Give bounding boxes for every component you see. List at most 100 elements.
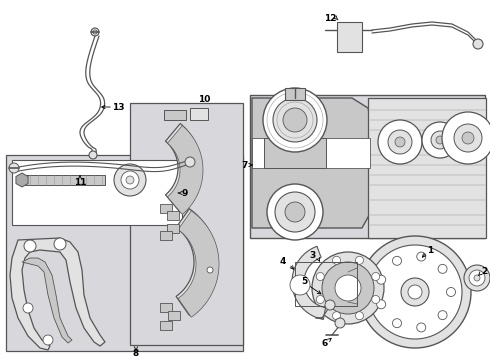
Text: 10: 10	[198, 95, 210, 104]
Polygon shape	[292, 246, 325, 319]
Circle shape	[24, 240, 36, 252]
Bar	[368, 98, 486, 238]
Circle shape	[378, 120, 422, 164]
Circle shape	[333, 312, 341, 320]
Circle shape	[312, 252, 384, 324]
Text: 5: 5	[301, 278, 307, 287]
Polygon shape	[252, 98, 372, 228]
Circle shape	[355, 312, 364, 320]
Polygon shape	[10, 238, 105, 350]
Text: 13: 13	[112, 103, 124, 112]
Circle shape	[417, 323, 426, 332]
Text: 7: 7	[242, 161, 248, 170]
Polygon shape	[252, 138, 370, 168]
Polygon shape	[168, 126, 203, 215]
Circle shape	[469, 270, 485, 286]
Polygon shape	[22, 258, 72, 343]
Circle shape	[283, 108, 307, 132]
Circle shape	[9, 163, 19, 173]
Bar	[12, 160, 182, 225]
Circle shape	[185, 157, 195, 167]
Circle shape	[438, 264, 447, 273]
Circle shape	[422, 122, 458, 158]
Bar	[190, 108, 208, 120]
Circle shape	[335, 318, 345, 328]
Polygon shape	[178, 211, 219, 317]
Text: 2: 2	[481, 266, 487, 275]
Circle shape	[325, 300, 335, 310]
Circle shape	[454, 124, 482, 152]
Bar	[164, 110, 186, 120]
Circle shape	[372, 273, 380, 280]
Circle shape	[207, 267, 213, 273]
Bar	[6, 155, 243, 351]
Bar	[337, 22, 362, 52]
Bar	[167, 211, 179, 220]
Text: 9: 9	[182, 189, 188, 198]
Text: 6: 6	[322, 339, 328, 348]
Circle shape	[114, 164, 146, 196]
Circle shape	[121, 171, 139, 189]
Bar	[160, 204, 172, 213]
Circle shape	[333, 256, 341, 264]
Text: 4: 4	[280, 256, 286, 266]
Circle shape	[275, 192, 315, 232]
Circle shape	[322, 262, 374, 314]
Text: 11: 11	[74, 177, 86, 186]
Circle shape	[91, 28, 99, 36]
Circle shape	[359, 236, 471, 348]
Circle shape	[395, 137, 405, 147]
Circle shape	[273, 98, 317, 142]
Polygon shape	[16, 173, 28, 187]
Circle shape	[263, 88, 327, 152]
Bar	[160, 231, 172, 240]
Circle shape	[368, 245, 462, 339]
Circle shape	[377, 275, 386, 284]
Circle shape	[377, 300, 386, 309]
Circle shape	[473, 39, 483, 49]
Bar	[168, 311, 180, 320]
Circle shape	[438, 311, 447, 320]
Circle shape	[408, 285, 422, 299]
Circle shape	[462, 132, 474, 144]
Circle shape	[23, 303, 33, 313]
Circle shape	[392, 256, 401, 265]
Polygon shape	[166, 123, 201, 212]
Circle shape	[267, 184, 323, 240]
Polygon shape	[176, 209, 217, 315]
Circle shape	[392, 319, 401, 328]
Text: 1: 1	[427, 246, 433, 255]
Text: 8: 8	[133, 348, 139, 357]
Circle shape	[335, 275, 361, 301]
Circle shape	[388, 130, 412, 154]
Circle shape	[43, 335, 53, 345]
Circle shape	[464, 265, 490, 291]
Polygon shape	[250, 95, 485, 238]
Circle shape	[54, 238, 66, 250]
Text: 3: 3	[309, 252, 315, 261]
Circle shape	[93, 30, 97, 34]
Circle shape	[474, 275, 480, 281]
Circle shape	[372, 296, 380, 303]
Circle shape	[290, 275, 310, 295]
Bar	[264, 138, 326, 168]
Bar	[160, 303, 172, 312]
Circle shape	[355, 256, 364, 264]
Circle shape	[126, 176, 134, 184]
Bar	[160, 321, 172, 330]
Circle shape	[316, 273, 324, 280]
Circle shape	[285, 202, 305, 222]
Text: 12: 12	[324, 14, 336, 23]
Bar	[25, 175, 105, 185]
Bar	[130, 103, 243, 345]
Circle shape	[89, 151, 97, 159]
Bar	[285, 88, 305, 100]
Circle shape	[442, 112, 490, 164]
Circle shape	[417, 252, 426, 261]
Circle shape	[316, 296, 324, 303]
Circle shape	[436, 136, 444, 144]
Bar	[295, 262, 357, 306]
Circle shape	[401, 278, 429, 306]
Circle shape	[446, 288, 456, 297]
Bar	[167, 224, 179, 233]
